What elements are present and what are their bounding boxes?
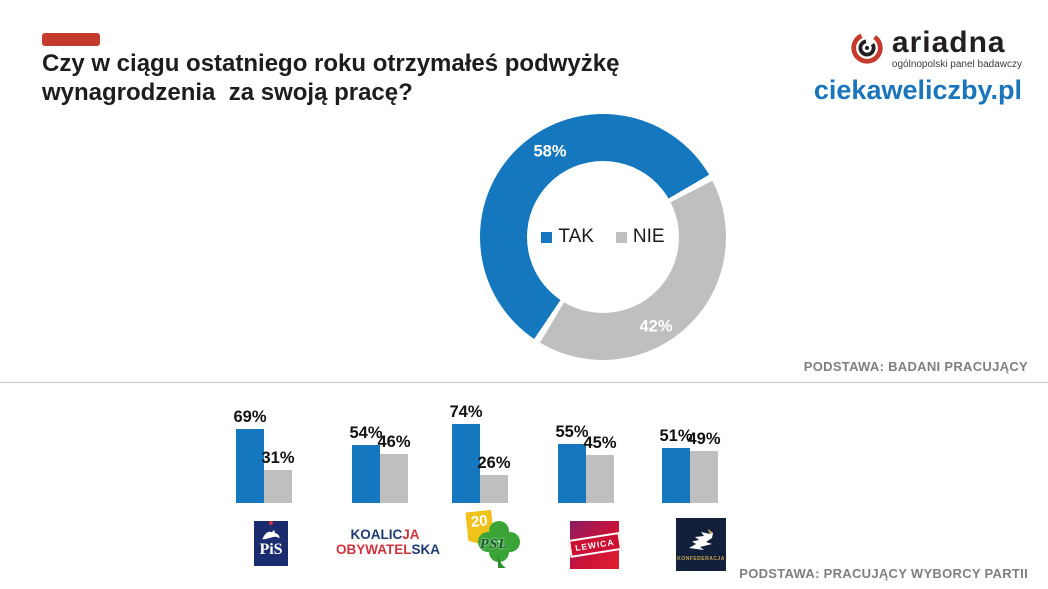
konfederacja-wordmark: KONFEDERACJA (677, 555, 725, 562)
ciekaweliczby-wordmark: ciekaweliczby.pl (813, 75, 1022, 105)
bar-nie (690, 451, 718, 503)
bar-value-tak: 69% (233, 408, 267, 426)
psl-wordmark: PSL (480, 537, 508, 552)
bar-value-nie: 45% (583, 434, 617, 452)
psl-clover-icon (478, 521, 520, 568)
legend-label-nie: NIE (632, 226, 665, 247)
bar-value-nie: 46% (377, 433, 411, 451)
legend-label-tak: TAK (558, 226, 594, 247)
title-line-2: wynagrodzenia za swoją pracę? (42, 79, 413, 106)
bar-group-ko: 54% 46% (349, 424, 411, 503)
ariadna-logo: ariadna ogólnopolski panel badawczy (848, 28, 1022, 71)
base-note-bottom: PODSTAWA: PRACUJĄCY WYBORCY PARTII (739, 566, 1028, 581)
legend-swatch-tak (541, 231, 553, 243)
lewica-wordmark: LEWICA (567, 532, 622, 558)
ariadna-spiral-icon (851, 32, 883, 64)
bar-group-konfederacja: 51% 49% (659, 427, 721, 503)
bar-value-nie: 49% (687, 430, 721, 448)
bar-group-pis: 69% 31% (233, 408, 295, 503)
donut-legend: TAK NIE (541, 226, 665, 248)
donut-chart: TAK NIE 58% 42% (480, 114, 726, 360)
bar-tak (236, 429, 264, 503)
pis-red-dot (269, 521, 273, 525)
psl-logo: 20 PSL (464, 511, 522, 571)
bar-tak (662, 448, 690, 503)
brand-block: ariadna ogólnopolski panel badawczy ciek… (813, 28, 1022, 105)
bar-value-tak: 74% (449, 403, 483, 421)
pis-eagle-icon (262, 529, 280, 540)
lewica-logo: LEWICA (567, 521, 622, 569)
ko-line2-navy: SKA (411, 542, 441, 557)
accent-bar (42, 33, 100, 46)
donut-value-nie: 42% (639, 317, 673, 336)
page-title: Czy w ciągu ostatniego roku otrzymałeś p… (42, 49, 619, 107)
donut-hole: TAK NIE (527, 161, 679, 313)
bar-nie (380, 454, 408, 503)
title-line-1: Czy w ciągu ostatniego roku otrzymałeś p… (42, 50, 620, 77)
ariadna-text: ariadna ogólnopolski panel badawczy (892, 28, 1022, 71)
bar-nie (480, 475, 508, 503)
bar-value-tak: 55% (555, 423, 589, 441)
koalicja-obywatelska-logo: KOALICJA OBYWATELSKA (336, 527, 440, 557)
legend-swatch-nie (615, 231, 627, 243)
pis-logo: PiS (254, 521, 288, 566)
ko-line2-red: OBYWATEL (336, 542, 412, 557)
bar-group-psl: 74% 26% (449, 403, 511, 503)
bar-tak (558, 444, 586, 503)
bar-nie (586, 455, 614, 503)
bar-nie (264, 470, 292, 503)
section-divider (0, 382, 1048, 383)
bar-tak (352, 445, 380, 503)
bar-group-lewica: 55% 45% (555, 423, 617, 503)
base-note-top: PODSTAWA: BADANI PRACUJĄCY (803, 359, 1028, 374)
konfederacja-logo: KONFEDERACJA (676, 518, 726, 571)
bar-value-tak: 54% (349, 424, 383, 442)
ariadna-tagline: ogólnopolski panel badawczy (891, 59, 1022, 70)
ariadna-wordmark: ariadna (891, 26, 1006, 59)
bar-value-nie: 26% (477, 454, 511, 472)
pis-wordmark: PiS (259, 541, 283, 558)
ko-line1-red: JA (402, 527, 420, 542)
ko-line1-navy: KOALIC (350, 527, 403, 542)
legend-item-tak: TAK (541, 226, 594, 248)
bar-value-nie: 31% (261, 449, 295, 467)
donut-value-tak: 58% (533, 142, 567, 161)
bar-value-tak: 51% (659, 427, 693, 445)
konfederacja-eagle-icon (689, 528, 713, 550)
bar-tak (452, 424, 480, 503)
legend-item-nie: NIE (615, 226, 665, 248)
party-bar-chart: 69% 31% 54% 46% 74% 26% (0, 390, 1048, 503)
